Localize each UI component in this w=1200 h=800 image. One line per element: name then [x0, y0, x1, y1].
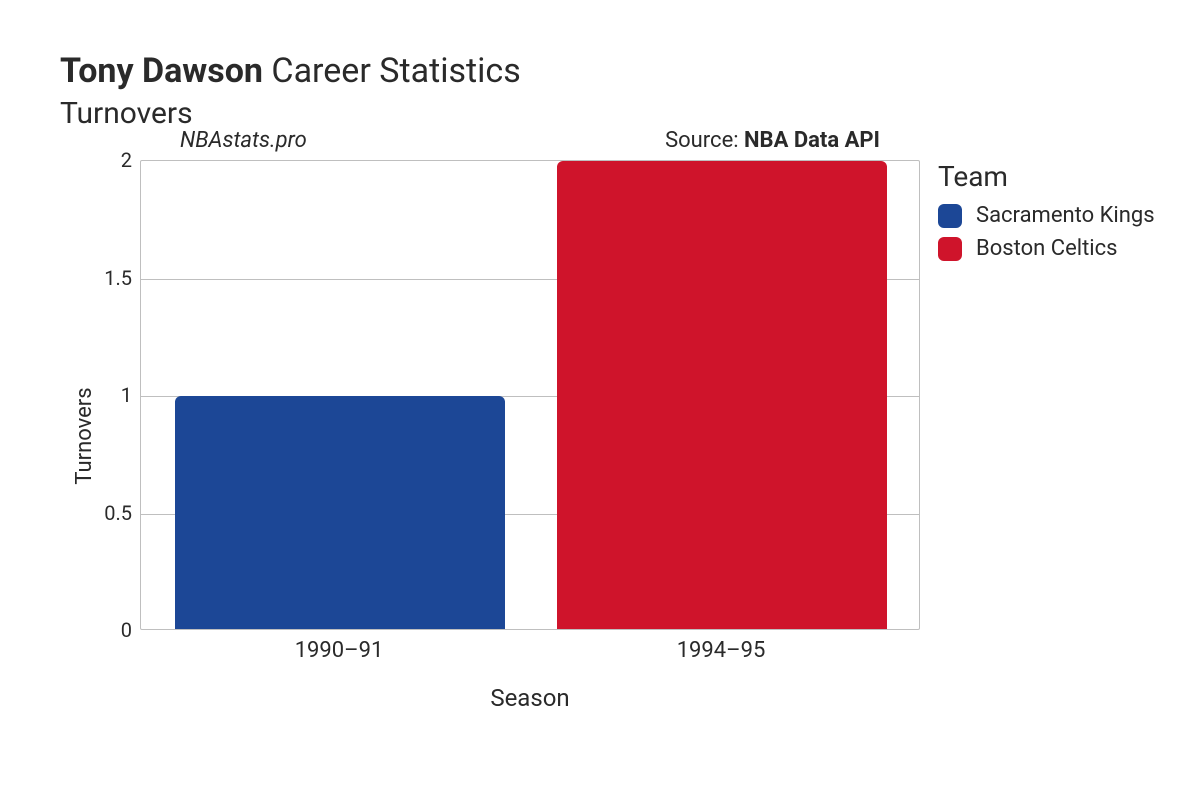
caption-right: Source: NBA Data API [665, 128, 880, 153]
legend-item: Sacramento Kings [938, 203, 1155, 228]
title-name: Tony Dawson [60, 51, 263, 91]
x-tick-label: 1990–91 [295, 638, 384, 663]
y-tick-label: 2 [121, 148, 132, 172]
y-axis-label-cell: Turnovers [60, 160, 94, 712]
y-tick-label: 0.5 [104, 501, 132, 525]
chart-row: Turnovers 00.511.52 NBAstats.pro Source:… [60, 160, 1160, 712]
y-axis-ticks: 00.511.52 [94, 160, 140, 630]
y-tick-label: 1 [121, 383, 132, 407]
x-axis-label: Season [140, 684, 920, 712]
caption-left: NBAstats.pro [180, 128, 307, 153]
legend-label: Boston Celtics [976, 236, 1118, 261]
chart-container: Tony Dawson Career Statistics Turnovers … [0, 0, 1200, 800]
plot-area [140, 160, 920, 630]
caption-right-prefix: Source: [665, 128, 744, 153]
caption-right-bold: NBA Data API [744, 128, 880, 153]
x-axis-ticks: 1990–91 1994–95 [140, 630, 920, 666]
plot-cell: NBAstats.pro Source: NBA Data API 1990–9… [140, 160, 920, 712]
legend-items: Sacramento Kings Boston Celtics [938, 203, 1155, 261]
chart-subtitle: Turnovers [60, 95, 1160, 133]
x-tick-label: 1994–95 [677, 638, 766, 663]
title-block: Tony Dawson Career Statistics Turnovers [60, 50, 1160, 132]
legend: Team Sacramento Kings Boston Celtics [920, 160, 1155, 712]
legend-label: Sacramento Kings [976, 203, 1155, 228]
chart-title: Tony Dawson Career Statistics [60, 50, 1160, 93]
legend-item: Boston Celtics [938, 236, 1155, 261]
legend-title: Team [938, 160, 1155, 193]
bar [557, 161, 886, 629]
legend-swatch [938, 237, 962, 261]
bar [175, 396, 504, 629]
y-tick-label: 0 [121, 618, 132, 642]
legend-swatch [938, 204, 962, 228]
y-tick-label: 1.5 [104, 266, 132, 290]
title-rest: Career Statistics [263, 51, 521, 91]
